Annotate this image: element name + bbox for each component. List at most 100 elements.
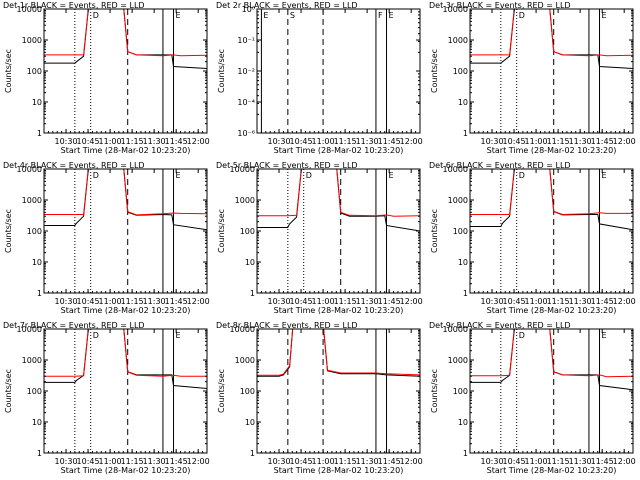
detector-chart-panel: Det 8r BLACK = Events, RED = LLD 1 10 100 10… [213,320,426,480]
x-axis-label: Start Time (28-Mar-02 10:23:20) [274,146,404,155]
chart-title: Det 2r BLACK = Events, RED = LLD [216,1,358,10]
detector-chart-panel: Det 6r BLACK = Events, RED = LLD D E 1 10 100… [426,160,639,320]
x-tick-label: 11:45 [378,137,401,146]
y-axis-label: Counts/sec [4,369,13,413]
x-tick-label: 10:30 [54,137,77,146]
x-tick-label: 11:45 [591,137,614,146]
event-marker-label: D [519,11,525,20]
y-axis-label: Counts/sec [4,209,13,253]
x-tick-label: 10:45 [503,457,526,466]
x-tick-label: 11:00 [99,297,122,306]
x-tick-label: 10:30 [480,137,503,146]
y-tick-label: 10 [32,98,42,107]
event-marker-label: S [290,11,295,20]
x-axis-label: Start Time (28-Mar-02 10:23:20) [487,306,617,315]
x-tick-label: 12:00 [613,137,636,146]
event-marker-label: E [389,11,394,20]
y-axis-label: Counts/sec [430,209,439,253]
x-tick-label: 10:45 [290,457,313,466]
x-axis-label: Start Time (28-Mar-02 10:23:20) [61,466,191,475]
x-tick-label: 11:00 [525,137,548,146]
x-tick-label: 11:45 [165,297,188,306]
events-series-line [470,9,633,69]
y-tick-label: 10000 [17,5,42,14]
x-tick-label: 10:30 [54,297,77,306]
x-tick-label: 11:45 [165,457,188,466]
event-marker-label: E [389,171,394,180]
x-tick-label: 11:15 [547,457,570,466]
y-tick-label: 10 [458,98,468,107]
x-tick-label: 11:00 [99,137,122,146]
y-tick-label: 10 [458,418,468,427]
y-tick-label: 10000 [230,165,255,174]
y-tick-label: 100 [453,227,468,236]
y-tick-label: 1 [463,129,468,138]
lld-series-line [44,9,207,57]
x-tick-label: 11:15 [334,457,357,466]
x-tick-label: 11:00 [312,137,335,146]
x-tick-label: 11:45 [591,297,614,306]
y-tick-label: 10 [32,258,42,267]
x-tick-label: 11:15 [334,297,357,306]
x-tick-label: 11:30 [569,457,592,466]
y-tick-label: 10000 [443,5,468,14]
event-marker-label: D [306,171,312,180]
y-tick-label: 1 [37,449,42,458]
y-tick-label: 10⁻² [237,67,255,76]
x-tick-label: 11:15 [547,137,570,146]
x-tick-label: 10:45 [77,297,100,306]
y-tick-label: 10⁻⁶ [237,129,255,138]
event-marker-label: E [176,11,181,20]
event-marker-label: E [263,11,268,20]
detector-chart-panel: Det 9r BLACK = Events, RED = LLD D E 1 10 100… [426,320,639,480]
x-tick-label: 11:30 [569,137,592,146]
plot-frame [256,8,421,134]
y-axis-label: Counts/sec [430,49,439,93]
chart-title: Det 9r BLACK = Events, RED = LLD [429,321,571,330]
detector-chart-panel: Det 5r BLACK = Events, RED = LLD D E 1 10 100… [213,160,426,320]
x-tick-label: 10:30 [267,137,290,146]
x-tick-label: 11:30 [143,137,166,146]
event-marker-label: E [176,171,181,180]
x-tick-label: 10:45 [290,297,313,306]
y-tick-label: 1 [37,129,42,138]
detector-chart-panel: Det 4r BLACK = Events, RED = LLD D E 1 10 100… [0,160,213,320]
lld-series-line [470,329,633,378]
x-tick-label: 12:00 [187,457,210,466]
y-tick-label: 100 [27,67,42,76]
y-tick-label: 1 [463,449,468,458]
y-tick-label: 10 [458,258,468,267]
events-series-line [44,169,207,231]
x-tick-label: 11:15 [121,137,144,146]
y-axis-label: Counts/sec [217,209,226,253]
x-tick-label: 10:45 [503,137,526,146]
chart-title: Det 6r BLACK = Events, RED = LLD [429,161,571,170]
x-tick-label: 11:15 [547,297,570,306]
x-axis-label: Start Time (28-Mar-02 10:23:20) [487,466,617,475]
chart-svg: Det 8r BLACK = Events, RED = LLD 1 10 100 10… [216,321,423,475]
event-marker-label: F [378,11,383,20]
chart-title: Det 3r BLACK = Events, RED = LLD [429,1,571,10]
x-tick-label: 10:45 [77,137,100,146]
y-axis-label: Counts/sec [4,49,13,93]
y-tick-label: 1000 [22,196,42,205]
y-tick-label: 100 [240,387,255,396]
lld-series-line [44,329,207,377]
event-marker-label: D [519,171,525,180]
y-tick-label: 1 [250,449,255,458]
x-tick-label: 11:15 [334,137,357,146]
y-tick-label: 10000 [443,165,468,174]
x-tick-label: 11:30 [356,297,379,306]
y-tick-label: 10⁰ [242,5,255,14]
y-tick-label: 10000 [443,325,468,334]
x-axis-label: Start Time (28-Mar-02 10:23:20) [61,146,191,155]
x-tick-label: 11:45 [378,457,401,466]
events-series-line [470,329,633,391]
y-tick-label: 1000 [448,356,468,365]
x-tick-label: 11:00 [99,457,122,466]
y-axis-label: Counts/sec [430,369,439,413]
